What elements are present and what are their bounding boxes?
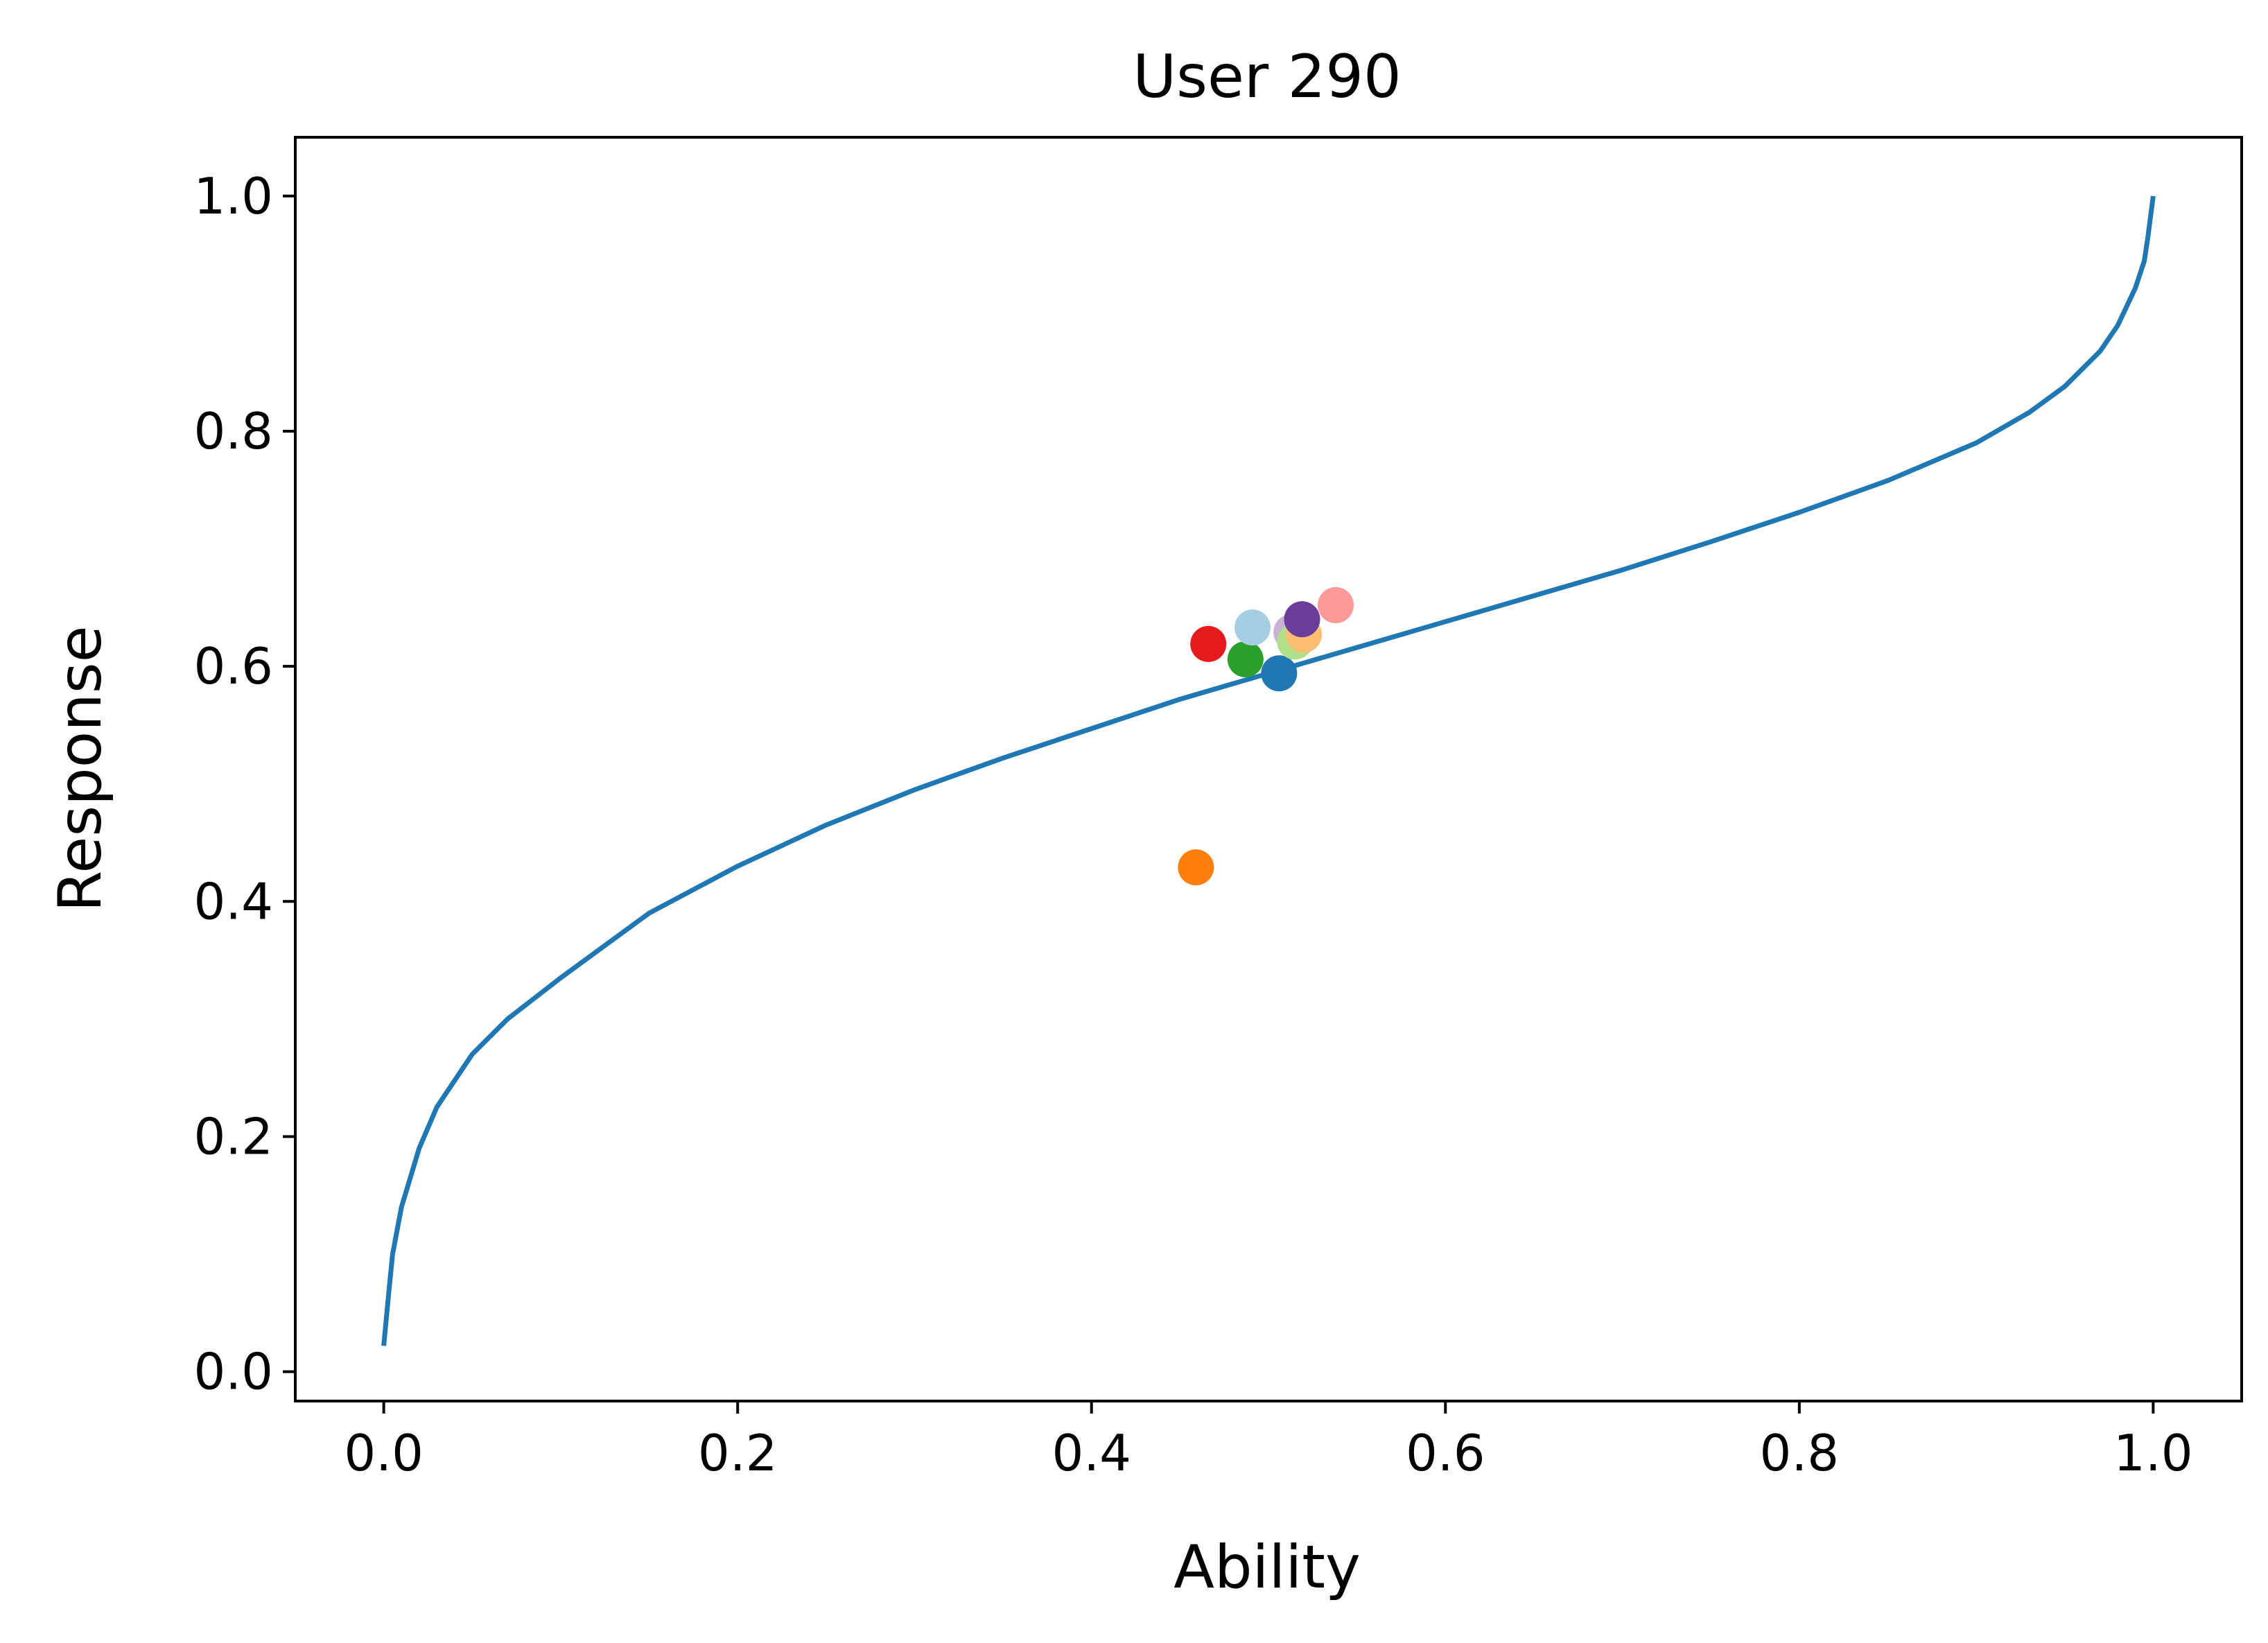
x-axis-label: Ability	[1174, 1533, 1361, 1602]
x-tick-label: 0.2	[698, 1424, 778, 1482]
data-point	[1284, 601, 1320, 638]
y-tick-label: 0.2	[193, 1107, 273, 1165]
data-points	[1178, 586, 1354, 886]
y-axis-label: Response	[46, 625, 115, 912]
data-point	[1235, 609, 1271, 646]
data-point	[1318, 586, 1354, 623]
x-tick-label: 0.4	[1052, 1424, 1131, 1482]
y-tick-label: 0.8	[193, 402, 273, 460]
data-point	[1261, 655, 1298, 692]
data-point	[1190, 625, 1227, 662]
y-tick-label: 0.4	[193, 872, 273, 930]
chart-title: User 290	[1133, 42, 1402, 112]
x-tick-label: 1.0	[2113, 1424, 2193, 1482]
y-tick-label: 0.6	[193, 637, 273, 695]
plot-area-frame	[294, 136, 2243, 1402]
axis-ticks: 0.0 0.2 0.4 0.6 0.8 1.0 0.0 0.2 0.4 0.6 0.8 1.0	[193, 167, 2192, 1482]
y-tick-label: 1.0	[193, 167, 273, 225]
x-tick-label: 0.0	[344, 1424, 424, 1482]
data-point	[1227, 641, 1264, 677]
y-tick-label: 0.0	[193, 1343, 273, 1401]
x-tick-label: 0.6	[1406, 1424, 1485, 1482]
data-point	[1178, 849, 1214, 886]
x-tick-label: 0.8	[1760, 1424, 1840, 1482]
